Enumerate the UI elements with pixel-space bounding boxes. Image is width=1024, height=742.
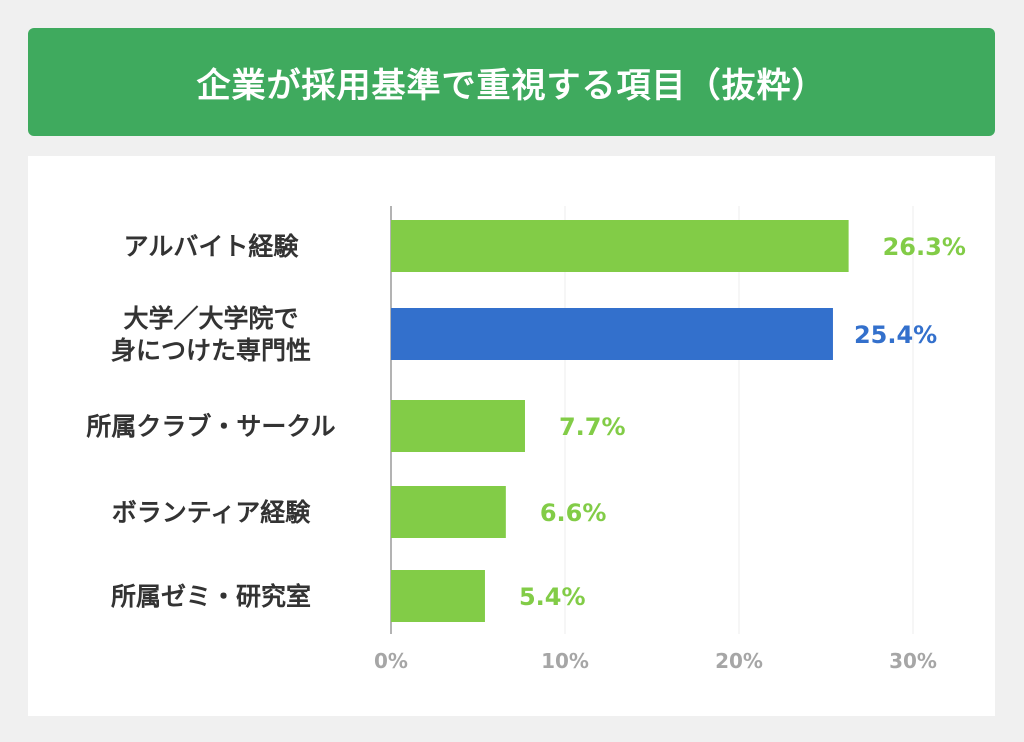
bar: [391, 400, 525, 452]
x-tick-label: 30%: [889, 649, 937, 673]
bar: [391, 220, 849, 272]
bar: [391, 308, 833, 360]
category-label: 大学／大学院で身につけた専門性: [111, 304, 311, 365]
x-tick-label: 0%: [374, 649, 408, 673]
category-label: アルバイト経験: [124, 232, 300, 261]
category-label: 所属クラブ・サークル: [86, 412, 335, 441]
bar: [391, 486, 506, 538]
chart-title: 企業が採用基準で重視する項目（抜粋）: [196, 65, 827, 106]
data-label: 25.4%: [854, 321, 937, 349]
x-tick-label: 10%: [541, 649, 589, 673]
x-tick-label: 20%: [715, 649, 763, 673]
title-banner: 企業が採用基準で重視する項目（抜粋）: [28, 28, 995, 136]
data-label: 26.3%: [883, 233, 966, 261]
data-label: 6.6%: [540, 499, 607, 527]
category-label: ボランティア経験: [112, 498, 312, 527]
bar-chart: 0% 10% 20% 30% 26.3% アルバイト経験 25.4% 大学／大学院で身につけた…: [86, 206, 966, 673]
data-label: 7.7%: [559, 413, 626, 441]
data-label: 5.4%: [519, 583, 586, 611]
category-label: 所属ゼミ・研究室: [111, 582, 311, 611]
chart-panel: 0% 10% 20% 30% 26.3% アルバイト経験 25.4% 大学／大学院で身につけた…: [28, 156, 995, 716]
bar: [391, 570, 485, 622]
